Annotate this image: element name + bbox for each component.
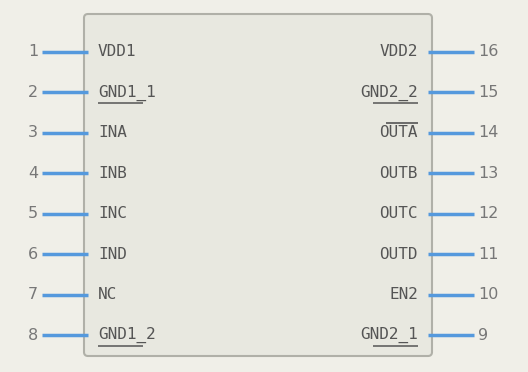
Text: 14: 14	[478, 125, 498, 140]
Text: INC: INC	[98, 206, 127, 221]
Text: VDD1: VDD1	[98, 45, 137, 60]
Text: 2: 2	[28, 85, 38, 100]
Text: GND2_2: GND2_2	[360, 84, 418, 100]
Text: GND1_2: GND1_2	[98, 327, 156, 343]
Text: 9: 9	[478, 327, 488, 343]
Text: 11: 11	[478, 247, 498, 262]
Text: OUTB: OUTB	[380, 166, 418, 181]
Text: OUTA: OUTA	[380, 125, 418, 140]
Text: 3: 3	[28, 125, 38, 140]
Text: 7: 7	[28, 287, 38, 302]
Text: 8: 8	[28, 327, 38, 343]
Text: OUTC: OUTC	[380, 206, 418, 221]
Text: 6: 6	[28, 247, 38, 262]
Text: 16: 16	[478, 45, 498, 60]
Text: 1: 1	[28, 45, 38, 60]
Text: NC: NC	[98, 287, 117, 302]
Text: 4: 4	[28, 166, 38, 181]
Text: GND1_1: GND1_1	[98, 84, 156, 100]
Text: IND: IND	[98, 247, 127, 262]
Text: INB: INB	[98, 166, 127, 181]
Text: 15: 15	[478, 85, 498, 100]
Text: INA: INA	[98, 125, 127, 140]
Text: EN2: EN2	[389, 287, 418, 302]
Text: 10: 10	[478, 287, 498, 302]
Text: VDD2: VDD2	[380, 45, 418, 60]
Text: 13: 13	[478, 166, 498, 181]
FancyBboxPatch shape	[84, 14, 432, 356]
Text: 5: 5	[28, 206, 38, 221]
Text: GND2_1: GND2_1	[360, 327, 418, 343]
Text: OUTD: OUTD	[380, 247, 418, 262]
Text: 12: 12	[478, 206, 498, 221]
